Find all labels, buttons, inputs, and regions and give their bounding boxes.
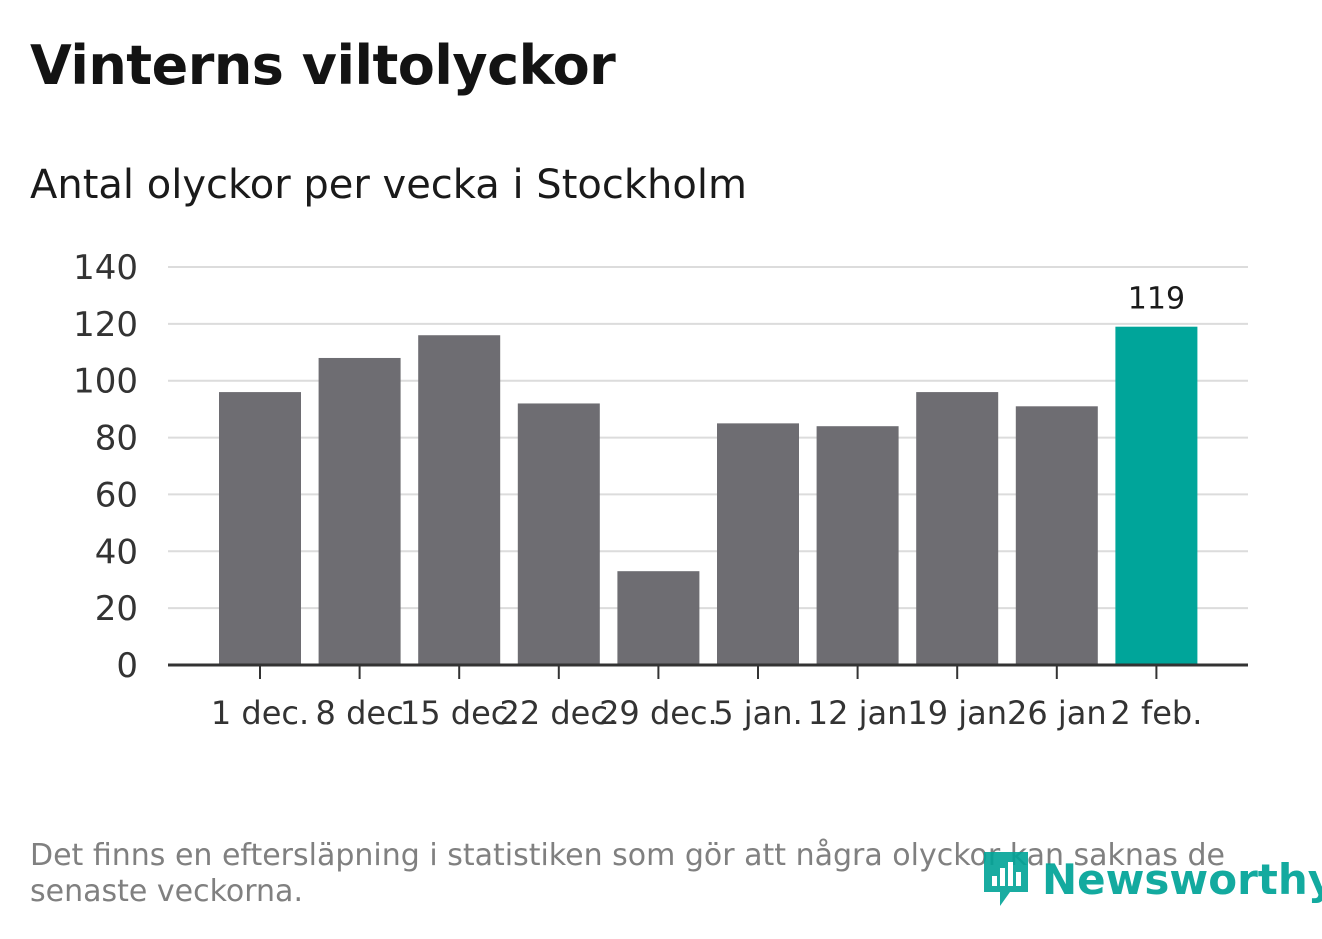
x-tick-label: 26 jan (1007, 694, 1107, 732)
bar (1115, 326, 1198, 665)
bar (816, 426, 899, 665)
y-tick-label: 20 (95, 589, 138, 629)
brand-logo: Newsworthy (980, 848, 1322, 910)
bar (717, 423, 799, 665)
x-tick-label: 8 dec (316, 694, 404, 732)
y-tick-label: 0 (116, 646, 138, 686)
y-tick-label: 100 (73, 362, 138, 402)
x-tick-label: 12 jan (808, 694, 908, 732)
bar (318, 357, 401, 665)
bar (916, 392, 999, 665)
y-tick-label: 60 (95, 475, 138, 515)
data-label: 119 (1128, 282, 1185, 317)
x-tick-label: 15 dec. (400, 694, 519, 732)
x-tick-label: 5 jan. (713, 694, 802, 732)
bar (418, 335, 501, 665)
y-tick-label: 80 (95, 419, 138, 459)
y-tick-label: 120 (73, 305, 138, 345)
bar (517, 403, 600, 665)
brand-name: Newsworthy (1042, 854, 1322, 904)
x-tick-label: 1 dec. (211, 694, 309, 732)
x-tick-label: 29 dec. (599, 694, 718, 732)
x-tick-label: 22 dec. (499, 694, 618, 732)
bar (617, 571, 700, 665)
x-tick-label: 2 feb. (1110, 694, 1202, 732)
bar (219, 392, 301, 665)
bar (1015, 406, 1098, 665)
x-tick-label: 19 jan (907, 694, 1007, 732)
newsworthy-logo-icon (984, 852, 1028, 906)
chart-title: Vinterns viltolyckor (30, 34, 616, 97)
y-tick-label: 40 (95, 532, 138, 572)
chart-subtitle: Antal olyckor per vecka i Stockholm (30, 162, 747, 208)
y-tick-label: 140 (73, 248, 138, 288)
